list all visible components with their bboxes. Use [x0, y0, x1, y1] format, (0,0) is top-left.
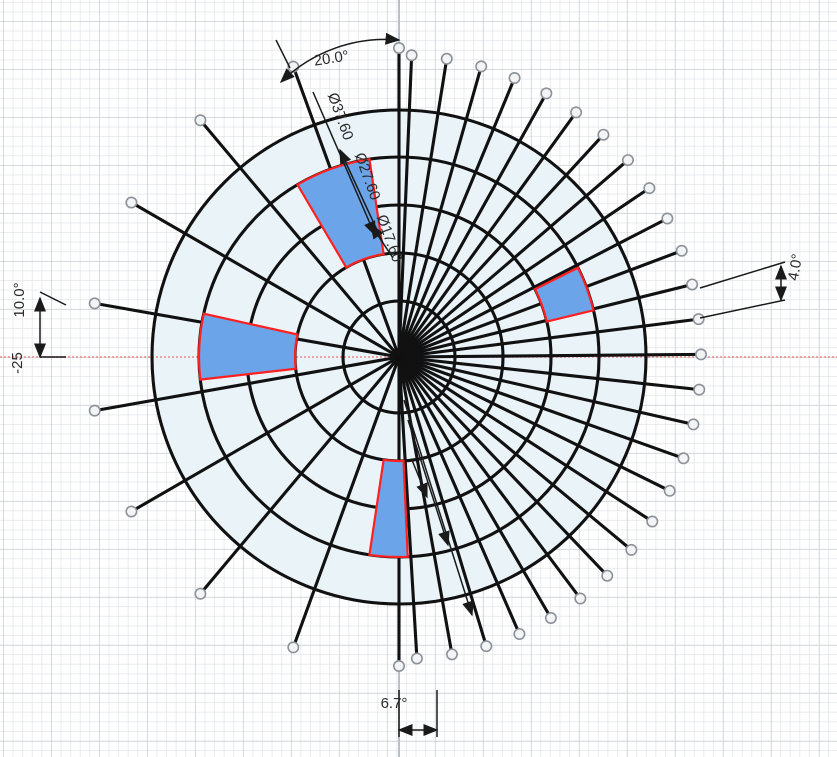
angle-4-extension-bottom[interactable] — [699, 299, 786, 319]
angular-dimension-10deg[interactable]: 10.0° — [11, 282, 28, 317]
sector-bottom-leader-b[interactable] — [407, 419, 450, 547]
spoke-endpoint[interactable] — [475, 60, 488, 73]
spoke-endpoint[interactable] — [661, 212, 674, 225]
spoke-endpoint[interactable] — [513, 627, 526, 640]
angular-dimension-20deg[interactable]: 20.0° — [313, 47, 350, 69]
spoke-endpoint[interactable] — [570, 106, 583, 119]
outer-circle[interactable] — [150, 108, 648, 606]
sector-bottom[interactable] — [368, 458, 409, 559]
spoke-endpoint[interactable] — [621, 154, 634, 167]
sector-right[interactable] — [533, 266, 595, 323]
spoke-endpoint[interactable] — [694, 348, 707, 361]
spoke-endpoint[interactable] — [675, 244, 688, 257]
radial-spoke[interactable] — [129, 355, 401, 514]
angle-20-arc[interactable] — [279, 32, 401, 84]
spoke-endpoint[interactable] — [686, 278, 699, 291]
spoke-endpoint[interactable] — [677, 452, 690, 465]
radial-spoke[interactable] — [198, 118, 401, 359]
spoke-endpoint[interactable] — [88, 404, 101, 417]
angle-20-extension-left[interactable] — [275, 39, 291, 69]
spoke-endpoint[interactable] — [693, 383, 706, 396]
hub-circle[interactable] — [341, 299, 457, 415]
angle-4-extension-top[interactable] — [699, 261, 786, 289]
spoke-endpoint[interactable] — [601, 569, 614, 582]
coordinate-label-minus25[interactable]: -25 — [9, 352, 26, 374]
spoke-endpoint[interactable] — [440, 52, 453, 65]
sector-top-left[interactable] — [295, 157, 385, 269]
dimension-lines-layer[interactable] — [34, 32, 787, 737]
spoke-endpoint[interactable] — [194, 114, 207, 127]
spoke-endpoint[interactable] — [410, 652, 423, 665]
angular-dimension-4deg[interactable]: 4.0° — [785, 253, 806, 282]
diameter-17-60-leader[interactable] — [370, 223, 394, 259]
radial-spoke[interactable] — [129, 200, 401, 359]
spoke-endpoint[interactable] — [692, 313, 705, 326]
spoke-endpoint[interactable] — [646, 515, 659, 528]
spoke-endpoint[interactable] — [405, 49, 418, 62]
sector-bottom-leader-a[interactable] — [411, 459, 428, 499]
spoke-endpoint[interactable] — [687, 418, 700, 431]
spoke-endpoint[interactable] — [544, 612, 557, 625]
radial-spoke[interactable] — [291, 355, 401, 649]
radial-spoke[interactable] — [93, 355, 401, 413]
spoke-endpoint[interactable] — [597, 128, 610, 141]
spoke-endpoint[interactable] — [574, 592, 587, 605]
spoke-endpoint[interactable] — [663, 484, 676, 497]
spoke-endpoint[interactable] — [392, 41, 405, 54]
spoke-endpoint[interactable] — [445, 648, 458, 661]
spoke-endpoint[interactable] — [643, 182, 656, 195]
spoke-endpoint[interactable] — [480, 640, 493, 653]
spoke-endpoint[interactable] — [88, 297, 101, 310]
sector-bottom-leader-c[interactable] — [403, 399, 474, 617]
spoke-endpoint[interactable] — [125, 505, 138, 518]
spoke-endpoints-layer[interactable] — [88, 41, 707, 672]
spoke-endpoint[interactable] — [194, 587, 207, 600]
spoke-endpoint[interactable] — [508, 71, 521, 84]
sector-left[interactable] — [197, 312, 299, 381]
spoke-endpoint[interactable] — [392, 659, 405, 672]
angle-10-extension-top[interactable] — [39, 291, 67, 306]
spoke-endpoint[interactable] — [125, 196, 138, 209]
radial-spoke[interactable] — [198, 355, 401, 596]
highlighted-sectors-layer[interactable] — [197, 157, 595, 559]
spoke-endpoint[interactable] — [625, 543, 638, 556]
spoke-endpoint[interactable] — [540, 87, 553, 100]
spoke-endpoint[interactable] — [287, 641, 300, 654]
angular-dimension-6-7deg[interactable]: 6.7° — [381, 695, 408, 712]
